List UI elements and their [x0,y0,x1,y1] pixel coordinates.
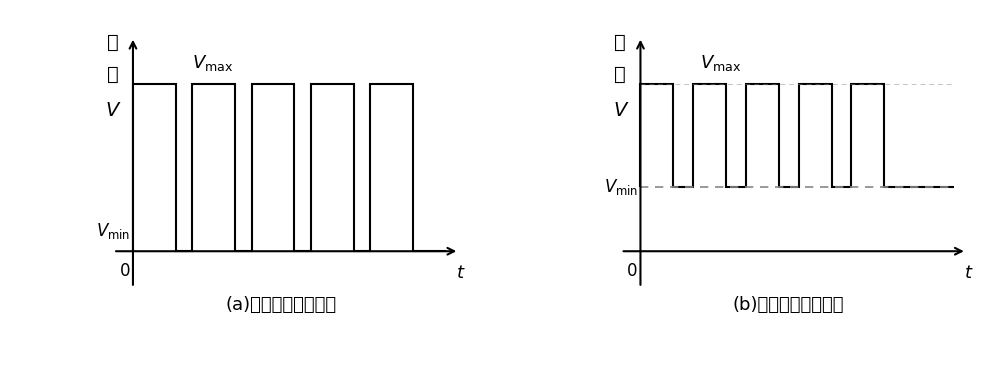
Text: V: V [613,101,627,120]
Text: $V_{\rm max}$: $V_{\rm max}$ [192,53,234,73]
Text: 0: 0 [627,262,638,280]
Text: (a)理想调制方波信号: (a)理想调制方波信号 [226,296,337,314]
Text: V: V [106,101,119,120]
Text: 幅: 幅 [107,65,118,84]
Text: $t$: $t$ [964,264,973,282]
Text: $V_{\rm min}$: $V_{\rm min}$ [96,220,130,241]
Text: 0: 0 [120,262,130,280]
Text: $V_{\rm max}$: $V_{\rm max}$ [700,53,741,73]
Text: $V_{\rm min}$: $V_{\rm min}$ [604,177,638,197]
Text: $t$: $t$ [456,264,466,282]
Text: (b)实际调制方波信号: (b)实际调制方波信号 [733,296,844,314]
Text: 振: 振 [107,32,118,51]
Text: 振: 振 [614,32,626,51]
Text: 幅: 幅 [614,65,626,84]
